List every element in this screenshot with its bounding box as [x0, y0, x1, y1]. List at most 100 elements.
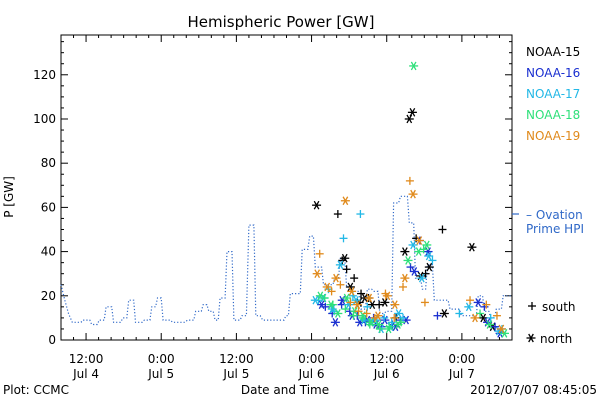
north-marker — [408, 240, 418, 250]
north-marker — [380, 298, 390, 307]
south-marker — [336, 280, 345, 289]
south-marker — [466, 296, 475, 305]
north-marker — [400, 247, 410, 256]
north-marker — [467, 242, 477, 252]
y-tick-label: 0 — [48, 333, 56, 347]
legend-entry: NOAA-17 — [526, 87, 580, 101]
north-marker — [373, 311, 383, 321]
north-marker — [470, 313, 480, 323]
y-tick-label: 60 — [41, 200, 56, 214]
north-marker — [326, 300, 336, 309]
south-marker — [333, 210, 342, 219]
south-marker — [327, 287, 336, 296]
legend-entry: NOAA-15 — [526, 45, 580, 59]
north-marker — [364, 293, 374, 303]
north-marker — [331, 273, 341, 283]
south-marker — [380, 313, 389, 322]
plot-frame — [60, 34, 513, 341]
south-marker — [350, 274, 359, 283]
south-marker — [420, 298, 429, 307]
x-tick-time: 0:00 — [448, 352, 475, 366]
north-marker — [394, 309, 404, 318]
series-noaa-15 — [312, 108, 498, 332]
north-marker — [400, 273, 410, 283]
y-tick-labels: 0 20 40 60 80 100 120 — [33, 68, 56, 347]
north-marker — [310, 295, 320, 305]
series-noaa-16 — [317, 236, 505, 338]
south-marker — [405, 176, 414, 185]
south-marker — [354, 307, 363, 316]
south-marker — [315, 249, 324, 258]
series-noaa-18 — [315, 61, 509, 338]
ovation-hpi-line — [60, 195, 512, 326]
north-marker — [330, 317, 340, 327]
north-marker — [352, 300, 362, 309]
south-marker — [419, 245, 428, 254]
south-marker — [421, 269, 430, 278]
north-marker — [335, 260, 345, 270]
south-marker — [492, 311, 501, 320]
north-marker — [347, 287, 357, 296]
north-marker — [409, 61, 419, 71]
north-marker — [414, 236, 424, 245]
axis-ticks — [60, 35, 513, 341]
north-marker — [342, 293, 352, 303]
x-tick-date: Jul 4 — [72, 367, 99, 381]
south-marker — [406, 263, 415, 272]
legend: NOAA-15 NOAA-16 NOAA-17 NOAA-18 NOAA-19 – Ova… — [512, 45, 584, 346]
y-tick-label: 100 — [33, 112, 56, 126]
legend-hpi-line2: Prime HPI — [526, 222, 584, 236]
south-marker — [357, 289, 366, 298]
legend-entry: NOAA-18 — [526, 108, 580, 122]
north-marker — [414, 247, 424, 256]
north-marker — [393, 320, 403, 329]
south-marker — [528, 302, 536, 310]
x-tick-time: 0:00 — [298, 352, 325, 366]
north-marker — [365, 317, 375, 327]
south-marker — [346, 298, 355, 307]
north-marker — [424, 262, 434, 272]
south-marker — [362, 309, 371, 318]
y-tick-label: 120 — [33, 68, 56, 82]
north-marker — [403, 256, 413, 265]
north-marker — [404, 114, 414, 124]
legend-entry: NOAA-19 — [526, 129, 580, 143]
x-tick-time: 12:00 — [219, 352, 254, 366]
south-marker — [399, 282, 408, 291]
north-marker — [340, 196, 350, 206]
chart-title: Hemispheric Power [GW] — [188, 13, 375, 31]
south-marker — [455, 309, 464, 318]
y-tick-label: 80 — [41, 156, 56, 170]
north-marker — [384, 324, 394, 334]
x-tick-date: Jul 6 — [298, 367, 325, 381]
north-marker — [484, 320, 494, 329]
legend-hpi-line1: – Ovation — [526, 208, 583, 222]
north-marker — [407, 108, 417, 117]
south-marker — [342, 265, 351, 274]
north-marker — [317, 300, 327, 309]
south-marker — [390, 313, 399, 322]
legend-entry: NOAA-16 — [526, 66, 580, 80]
north-marker — [464, 302, 474, 312]
south-marker — [339, 234, 348, 243]
south-marker — [476, 309, 485, 318]
south-marker — [356, 210, 365, 219]
south-marker — [486, 313, 495, 322]
south-marker — [399, 313, 408, 322]
south-marker — [433, 311, 442, 320]
north-marker — [424, 251, 434, 261]
plot-timestamp: 2012/07/07 08:45:05 — [470, 383, 597, 397]
south-marker — [491, 322, 500, 331]
x-tick-date: Jul 5 — [147, 367, 174, 381]
south-marker — [438, 225, 447, 234]
south-marker — [341, 305, 350, 314]
north-marker — [473, 298, 483, 307]
y-tick-label: 40 — [41, 245, 56, 259]
series-noaa-19 — [312, 176, 506, 334]
y-axis-label: P [GW] — [2, 176, 16, 218]
north-marker — [422, 240, 432, 250]
legend-south-label: south — [542, 300, 576, 314]
south-marker — [482, 300, 491, 309]
